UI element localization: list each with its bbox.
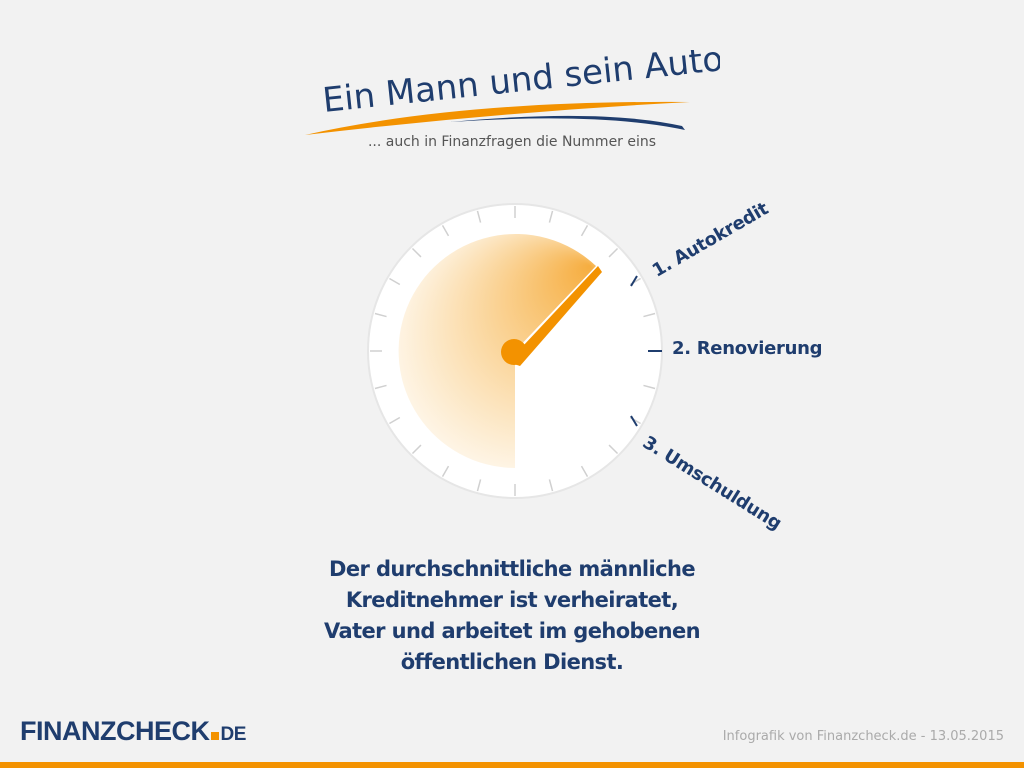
gauge-tick	[476, 210, 482, 223]
gauge-tick	[608, 247, 619, 258]
gauge-tick	[374, 312, 387, 318]
page-subtitle: ... auch in Finanzfragen die Nummer eins	[367, 134, 657, 150]
gauge-fill-wedge	[398, 234, 596, 468]
gauge-tick	[389, 277, 401, 286]
gauge-needle	[508, 266, 602, 366]
statement-line: öffentlichen Dienst.	[400, 650, 624, 674]
gauge-tick	[374, 384, 387, 390]
gauge-tick	[548, 479, 554, 492]
credit-text: Infografik von Finanzcheck.de - 13.05.20…	[722, 729, 1004, 744]
gauge-tick	[580, 465, 589, 477]
title-swoosh: Ein Mann und sein Auto	[305, 50, 720, 135]
logo-main-text: FINANZCHECK	[20, 716, 210, 746]
title-area: Ein Mann und sein Auto	[300, 50, 720, 150]
gauge-label-renovierung: 2. Renovierung	[672, 338, 823, 359]
statement-line: Der durchschnittliche männliche	[329, 557, 696, 581]
gauge-tick	[389, 416, 401, 425]
gauge-tick	[476, 479, 482, 492]
statement-line: Kreditnehmer ist verheiratet,	[345, 588, 679, 612]
finanzcheck-logo[interactable]: FINANZCHECK DE	[20, 716, 246, 747]
logo-dot	[210, 732, 219, 740]
gauge-tick	[441, 465, 450, 477]
gauge-tick	[441, 225, 450, 237]
gauge-hub	[501, 339, 527, 365]
statement-line: Vater und arbeitet im gehobenen	[324, 619, 701, 643]
gauge	[367, 203, 663, 499]
gauge-tick	[411, 247, 422, 258]
statement-text: Der durchschnittliche männliche Kreditne…	[0, 554, 1024, 678]
gauge-tick	[608, 444, 619, 455]
bottom-accent-bar	[0, 762, 1024, 768]
gauge-tick	[643, 312, 656, 318]
gauge-tick	[411, 444, 422, 455]
gauge-tick	[580, 225, 589, 237]
gauge-tick	[643, 384, 656, 390]
logo-tld-text: DE	[220, 724, 247, 745]
gauge-tick	[548, 210, 554, 223]
